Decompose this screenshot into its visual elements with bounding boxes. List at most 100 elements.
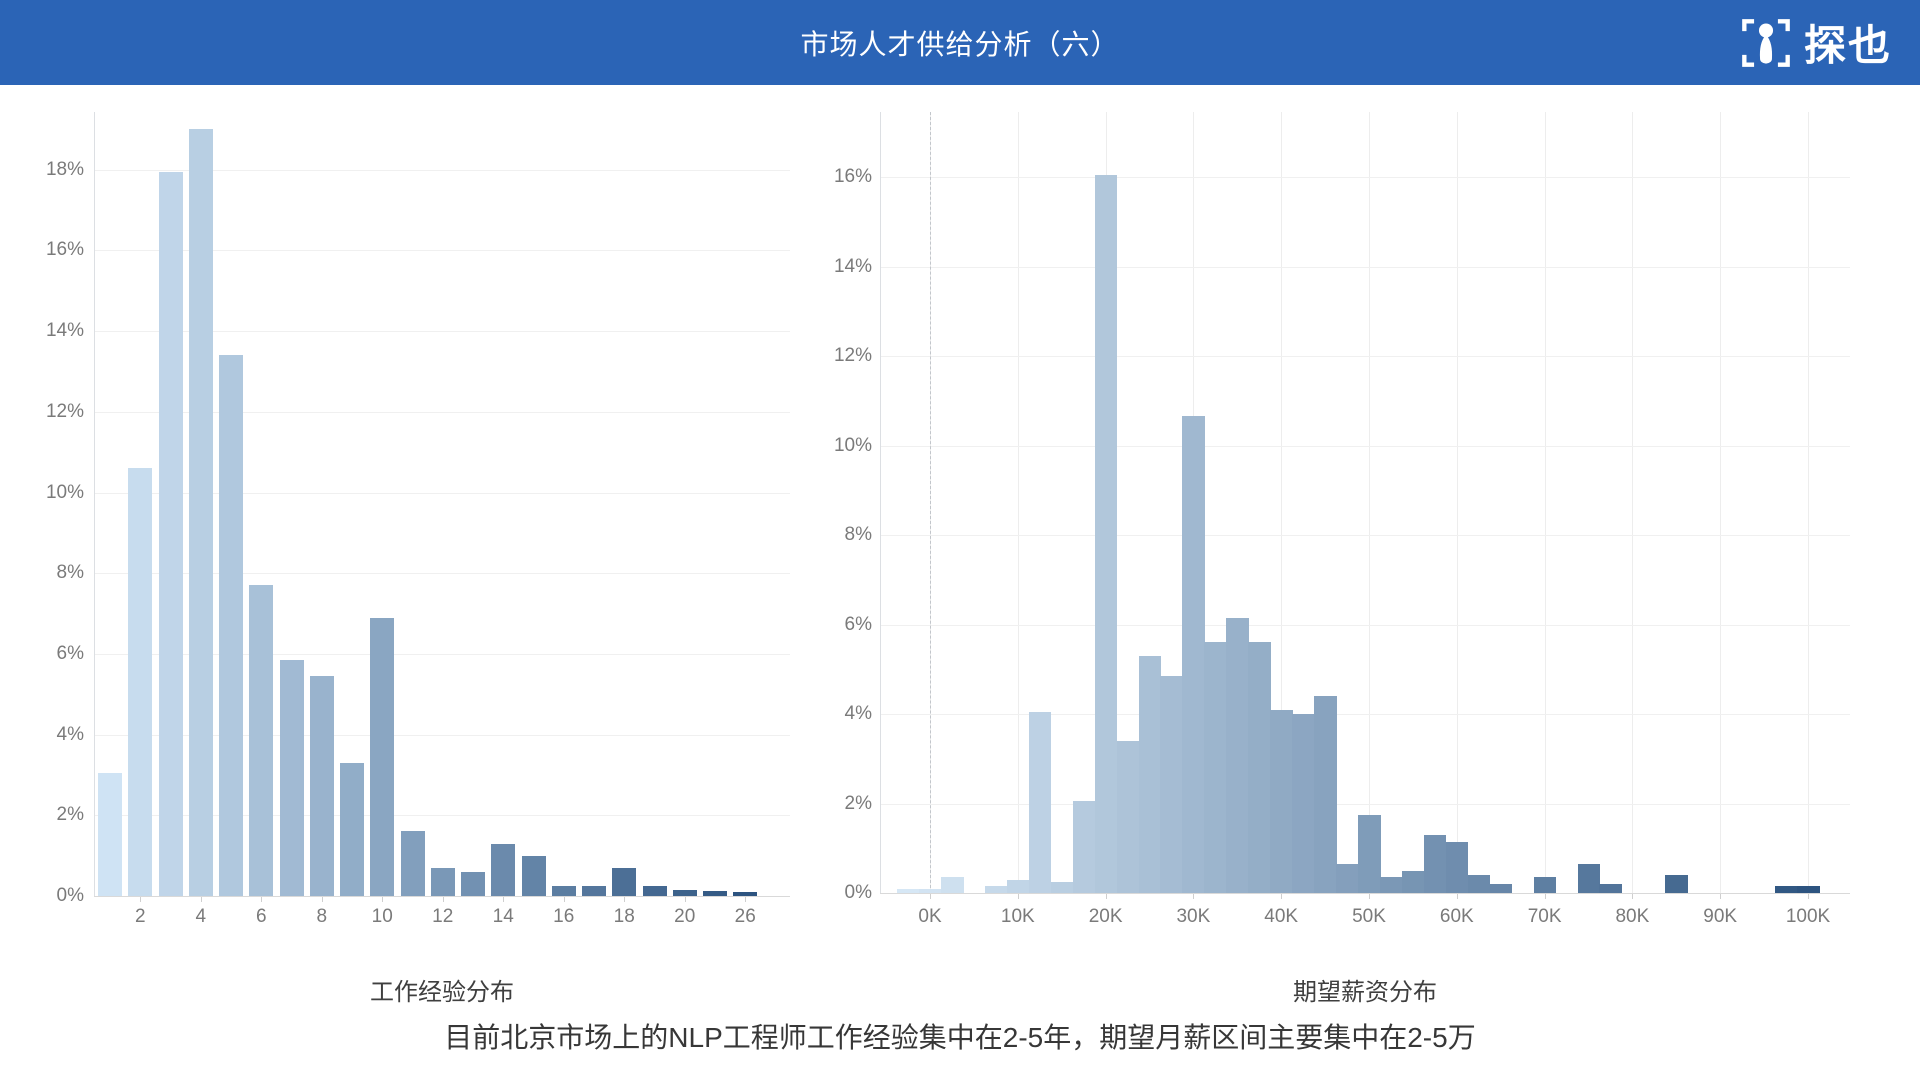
experience-bar[interactable]	[733, 891, 758, 896]
salary-bar[interactable]	[1204, 642, 1227, 893]
app-header: 市场人才供给分析（六） 探也	[0, 0, 1920, 85]
experience-bar[interactable]	[219, 355, 243, 896]
h-gridline	[880, 266, 1850, 268]
experience-bar[interactable]	[249, 585, 274, 896]
h-gridline	[94, 815, 790, 817]
experience-bar[interactable]	[491, 843, 516, 896]
x-axis-tick	[382, 897, 384, 902]
salary-bar[interactable]	[1050, 881, 1074, 893]
salary-bar[interactable]	[1314, 696, 1337, 893]
x-axis-tick	[745, 897, 747, 902]
salary-bar[interactable]	[984, 886, 1008, 893]
h-gridline	[94, 411, 790, 413]
salary-bar[interactable]	[1226, 617, 1249, 893]
salary-bar[interactable]	[1401, 870, 1425, 893]
x-axis-tick	[140, 897, 142, 902]
h-gridline	[880, 356, 1850, 357]
salary-chart-title: 期望薪资分布	[1293, 979, 1437, 1006]
x-axis-tick-label: 14	[492, 906, 514, 927]
experience-bar[interactable]	[98, 772, 122, 896]
y-axis-tick-label: 8%	[844, 524, 872, 545]
v-gridline	[1281, 112, 1283, 893]
y-axis-tick-label: 14%	[45, 320, 84, 342]
salary-bar[interactable]	[1006, 879, 1030, 893]
experience-bar[interactable]	[128, 468, 153, 896]
y-axis-line	[880, 112, 881, 893]
experience-bar[interactable]	[430, 867, 455, 896]
salary-bar[interactable]	[1116, 740, 1140, 893]
x-axis-tick-label: 40K	[1264, 906, 1299, 927]
salary-bar[interactable]	[897, 889, 920, 893]
experience-bar[interactable]	[642, 885, 667, 896]
x-axis-tick-label: 0K	[918, 906, 942, 927]
salary-bar[interactable]	[1160, 675, 1184, 893]
x-axis-tick-label: 10	[371, 906, 393, 927]
y-axis-tick-label: 6%	[844, 613, 872, 635]
v-gridline	[1632, 112, 1634, 893]
salary-bar[interactable]	[1358, 814, 1381, 893]
page-title: 市场人才供给分析（六）	[800, 28, 1120, 60]
salary-bar[interactable]	[1248, 642, 1271, 893]
salary-bar[interactable]	[1423, 834, 1447, 893]
experience-bar[interactable]	[340, 762, 364, 896]
h-gridline	[880, 445, 1850, 447]
salary-bar[interactable]	[1797, 886, 1820, 893]
salary-bar[interactable]	[1467, 875, 1491, 893]
x-axis-line	[94, 896, 790, 897]
x-axis-tick	[1017, 894, 1019, 899]
h-gridline	[880, 624, 1850, 626]
salary-bar[interactable]	[1445, 841, 1469, 893]
experience-chart-title: 工作经验分布	[370, 979, 514, 1006]
x-axis-tick	[684, 897, 686, 902]
x-axis-tick-label: 6	[255, 906, 267, 927]
x-axis-tick-label: 26	[734, 906, 756, 927]
experience-bar[interactable]	[158, 171, 183, 896]
zero-reference-line	[930, 112, 931, 893]
salary-bar[interactable]	[919, 888, 942, 893]
salary-bar[interactable]	[1292, 714, 1315, 893]
h-gridline	[880, 177, 1850, 178]
salary-bar[interactable]	[940, 877, 964, 893]
x-axis-tick	[200, 897, 202, 902]
salary-bar[interactable]	[1379, 877, 1403, 893]
experience-bar[interactable]	[582, 885, 606, 896]
experience-bar[interactable]	[521, 855, 546, 896]
salary-bar[interactable]	[1182, 416, 1205, 893]
experience-bar[interactable]	[551, 885, 576, 896]
experience-bar[interactable]	[672, 889, 697, 896]
experience-bar[interactable]	[461, 871, 485, 896]
experience-bar[interactable]	[309, 676, 334, 896]
x-axis-tick	[261, 897, 263, 902]
x-axis-tick	[563, 897, 565, 902]
x-axis-tick-label: 80K	[1615, 906, 1650, 927]
x-axis-tick-label: 10K	[1000, 906, 1035, 927]
v-gridline	[1369, 112, 1370, 893]
x-axis-tick	[1105, 894, 1107, 899]
x-axis-tick-label: 90K	[1703, 906, 1738, 927]
salary-bar[interactable]	[1665, 875, 1688, 893]
salary-bar[interactable]	[1094, 174, 1118, 893]
h-gridline	[880, 714, 1850, 715]
salary-bar[interactable]	[1336, 863, 1359, 893]
salary-bar[interactable]	[1270, 709, 1293, 893]
experience-bar[interactable]	[188, 129, 213, 896]
salary-bar[interactable]	[1028, 711, 1052, 893]
x-axis-tick	[503, 897, 505, 902]
salary-bar[interactable]	[1577, 863, 1601, 893]
salary-bar[interactable]	[1599, 884, 1623, 893]
insight-caption: 目前北京市场上的NLP工程师工作经验集中在2-5年，期望月薪区间主要集中在2-5…	[444, 1022, 1476, 1053]
y-axis-tick-label: 8%	[56, 562, 84, 584]
experience-bar[interactable]	[279, 659, 304, 896]
salary-bar[interactable]	[1072, 801, 1096, 893]
salary-bar[interactable]	[1775, 886, 1798, 893]
y-axis-tick-label: 0%	[56, 885, 84, 906]
experience-bar[interactable]	[612, 867, 637, 896]
salary-bar[interactable]	[1138, 655, 1162, 893]
experience-bar[interactable]	[703, 891, 727, 896]
x-axis-tick-label: 16	[553, 906, 575, 927]
salary-bar[interactable]	[1489, 884, 1513, 893]
salary-bar[interactable]	[1533, 877, 1557, 893]
experience-bar[interactable]	[400, 831, 425, 896]
experience-bar[interactable]	[370, 617, 395, 896]
h-gridline	[94, 250, 790, 252]
